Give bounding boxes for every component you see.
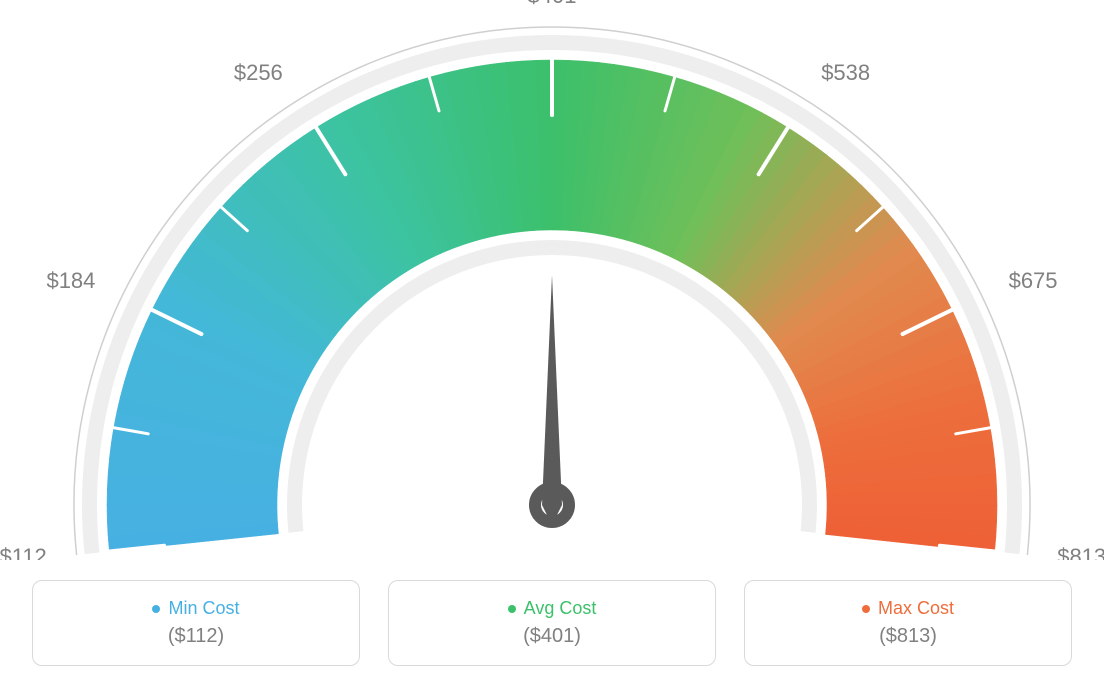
max-cost-value: ($813) bbox=[879, 625, 937, 648]
avg-cost-title: Avg Cost bbox=[508, 598, 597, 619]
gauge-chart: $112 $184 $256 $401 $538 $675 $813 bbox=[0, 0, 1104, 560]
svg-text:$256: $256 bbox=[234, 60, 283, 85]
max-cost-dot-icon bbox=[862, 605, 870, 613]
svg-text:$538: $538 bbox=[821, 60, 870, 85]
avg-cost-value: ($401) bbox=[523, 625, 581, 648]
svg-text:$112: $112 bbox=[0, 544, 47, 560]
svg-text:$184: $184 bbox=[46, 268, 95, 293]
min-cost-card: Min Cost ($112) bbox=[32, 580, 360, 666]
min-cost-dot-icon bbox=[152, 605, 160, 613]
avg-cost-dot-icon bbox=[508, 605, 516, 613]
min-cost-label: Min Cost bbox=[168, 598, 239, 619]
avg-cost-card: Avg Cost ($401) bbox=[388, 580, 716, 666]
min-cost-title: Min Cost bbox=[152, 598, 239, 619]
cost-gauge-container: $112 $184 $256 $401 $538 $675 $813 Min Cost ($… bbox=[0, 0, 1104, 690]
svg-text:$675: $675 bbox=[1009, 268, 1058, 293]
svg-text:$401: $401 bbox=[528, 0, 577, 8]
svg-text:$813: $813 bbox=[1057, 544, 1104, 560]
summary-cards: Min Cost ($112) Avg Cost ($401) Max Cost… bbox=[32, 580, 1072, 666]
avg-cost-label: Avg Cost bbox=[524, 598, 597, 619]
max-cost-card: Max Cost ($813) bbox=[744, 580, 1072, 666]
min-cost-value: ($112) bbox=[168, 625, 224, 648]
max-cost-label: Max Cost bbox=[878, 598, 954, 619]
max-cost-title: Max Cost bbox=[862, 598, 954, 619]
